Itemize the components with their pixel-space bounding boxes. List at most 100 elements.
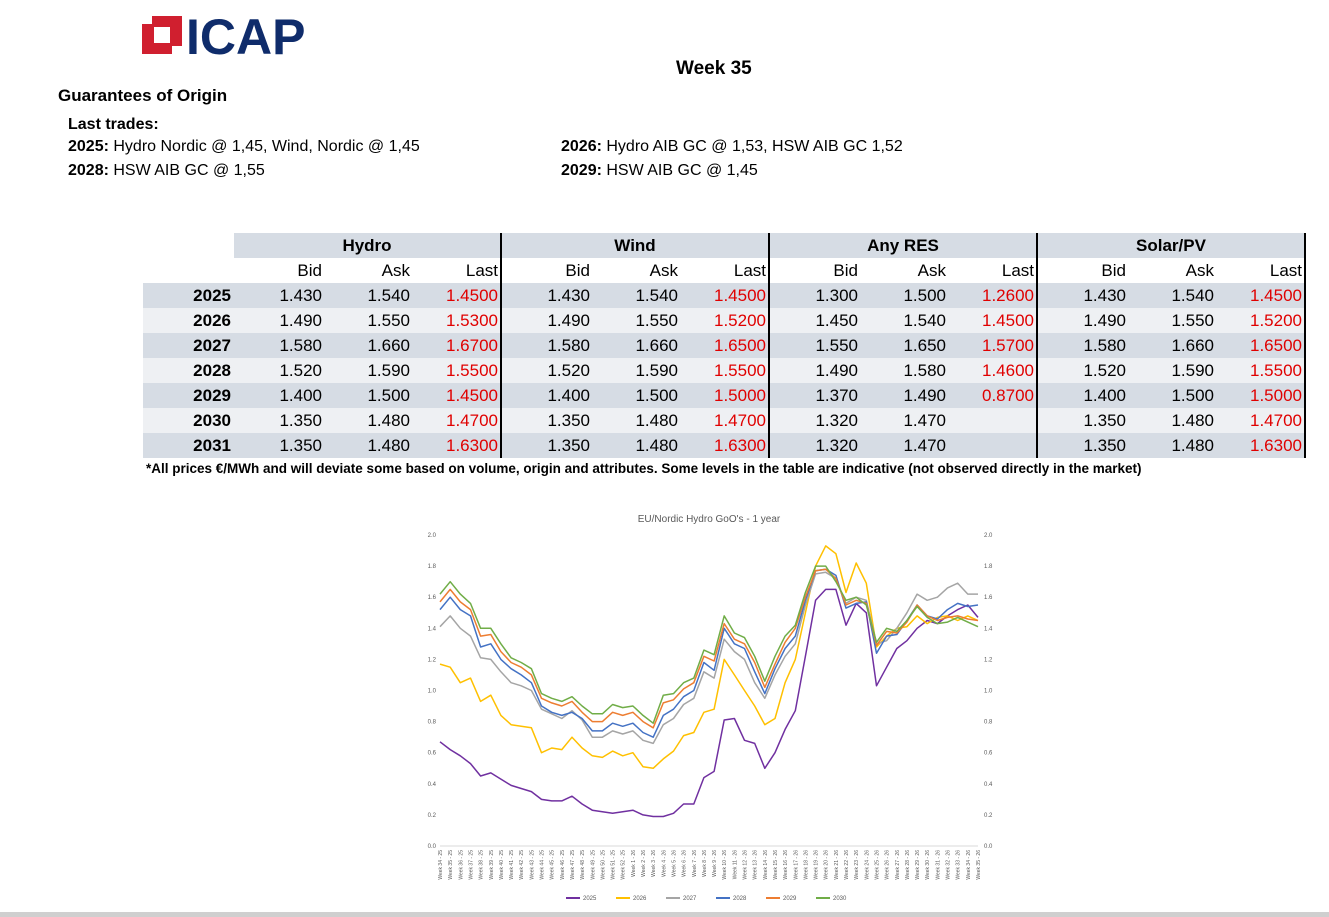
cell-last: 1.4500 <box>946 308 1038 333</box>
x-tick-label: Week 46 - 25 <box>560 850 566 880</box>
cell-last: 1.4700 <box>410 408 502 433</box>
cell-last: 1.5500 <box>1214 358 1306 383</box>
cell-bid: 1.520 <box>501 358 590 383</box>
cell-bid: 1.320 <box>769 433 858 458</box>
x-tick-label: Week 34 - 25 <box>438 850 444 880</box>
table-row: 2030 1.350 1.480 1.4700 1.350 1.480 1.4700 1.32… <box>143 408 1306 433</box>
trade-year: 2028: <box>68 162 109 179</box>
cell-bid: 1.490 <box>769 358 858 383</box>
x-tick-label: Week 35 - 25 <box>448 850 454 880</box>
x-tick-label: Week 23 - 26 <box>854 850 860 880</box>
cell-ask: 1.590 <box>322 358 410 383</box>
trade-text: HSW AIB GC @ 1,45 <box>601 162 758 179</box>
y-tick-label-right: 0.0 <box>984 844 993 850</box>
y-tick-label-left: 0.2 <box>428 813 437 819</box>
subheader-ask: Ask <box>858 258 946 283</box>
row-year: 2026 <box>143 308 234 333</box>
icap-logo-mark-icon <box>142 16 182 54</box>
x-tick-label: Week 28 - 26 <box>905 850 911 880</box>
row-year: 2029 <box>143 383 234 408</box>
x-tick-label: Week 37 - 25 <box>468 850 474 880</box>
cell-ask: 1.650 <box>858 333 946 358</box>
y-tick-label-right: 1.6 <box>984 595 993 601</box>
x-tick-label: Week 19 - 26 <box>814 850 820 880</box>
x-tick-label: Week 38 - 25 <box>479 850 485 880</box>
x-tick-label: Week 16 - 26 <box>783 850 789 880</box>
y-tick-label-right: 1.4 <box>984 626 993 632</box>
cell-last: 1.5000 <box>678 383 770 408</box>
series-line-2029 <box>439 568 979 729</box>
group-header-wind: Wind <box>501 233 770 258</box>
x-tick-label: Week 4 - 26 <box>661 850 667 877</box>
cell-last: 1.4600 <box>946 358 1038 383</box>
x-tick-label: Week 45 - 25 <box>550 850 556 880</box>
x-tick-label: Week 50 - 25 <box>600 850 606 880</box>
cell-bid: 1.350 <box>1037 433 1126 458</box>
table-row: 2029 1.400 1.500 1.4500 1.400 1.500 1.5000 1.37… <box>143 383 1306 408</box>
icap-logo: ICAP <box>138 9 343 74</box>
price-footnote: *All prices €/MWh and will deviate some … <box>146 461 1142 476</box>
cell-ask: 1.500 <box>858 283 946 308</box>
legend-label: 2025 <box>583 896 597 902</box>
y-tick-label-right: 0.2 <box>984 813 993 819</box>
subheader-last: Last <box>678 258 770 283</box>
x-tick-label: Week 22 - 26 <box>844 850 850 880</box>
x-tick-label: Week 9 - 26 <box>712 850 718 877</box>
last-trades-heading: Last trades: <box>68 116 159 133</box>
y-tick-label-right: 1.8 <box>984 564 993 570</box>
trade-year: 2026: <box>561 138 602 155</box>
cell-last <box>946 408 1038 433</box>
trade-year: 2025: <box>68 138 109 155</box>
cell-ask: 1.590 <box>1126 358 1214 383</box>
x-tick-label: Week 43 - 25 <box>529 850 535 880</box>
cell-ask: 1.500 <box>322 383 410 408</box>
subheader-ask: Ask <box>322 258 410 283</box>
x-tick-label: Week 10 - 26 <box>722 850 728 880</box>
x-tick-label: Week 35 - 26 <box>976 850 982 880</box>
x-tick-label: Week 20 - 26 <box>824 850 830 880</box>
cell-bid: 1.320 <box>769 408 858 433</box>
hydro-goo-line-chart: EU/Nordic Hydro GoO's - 1 year 0.0 0.0 0.2 0… <box>428 514 993 902</box>
cell-last: 1.4500 <box>1214 283 1306 308</box>
series-line-2027 <box>439 571 978 745</box>
y-tick-label-right: 0.4 <box>984 782 993 788</box>
cell-last: 1.5200 <box>678 308 770 333</box>
trade-line-2029: 2029: HSW AIB GC @ 1,45 <box>561 162 758 180</box>
trade-text: HSW AIB GC @ 1,55 <box>108 162 265 179</box>
y-tick-label-left: 1.2 <box>428 657 437 663</box>
subheader-last: Last <box>946 258 1038 283</box>
cell-ask: 1.540 <box>1126 283 1214 308</box>
cell-bid: 1.490 <box>1037 308 1126 333</box>
trade-year: 2029: <box>561 162 602 179</box>
price-table: Hydro Wind Any RES Solar/PV Bid Ask Last… <box>143 233 1306 458</box>
cell-bid: 1.520 <box>234 358 322 383</box>
legend-label: 2030 <box>833 896 847 902</box>
x-tick-label: Week 8 - 26 <box>702 850 708 877</box>
y-tick-label-left: 2.0 <box>428 533 437 539</box>
cell-bid: 1.350 <box>501 433 590 458</box>
cell-bid: 1.580 <box>234 333 322 358</box>
x-tick-label: Week 24 - 26 <box>864 850 870 880</box>
subheader-bid: Bid <box>234 258 322 283</box>
y-tick-label-left: 0.6 <box>428 751 437 757</box>
legend-label: 2029 <box>783 896 797 902</box>
cell-last: 1.5500 <box>410 358 502 383</box>
table-row: 2026 1.490 1.550 1.5300 1.490 1.550 1.5200 1.45… <box>143 308 1306 333</box>
y-tick-label-right: 0.8 <box>984 720 993 726</box>
cell-bid: 1.450 <box>769 308 858 333</box>
x-tick-label: Week 21 - 26 <box>834 850 840 880</box>
table-row: 2025 1.430 1.540 1.4500 1.430 1.540 1.4500 1.30… <box>143 283 1306 308</box>
trade-line-2028: 2028: HSW AIB GC @ 1,55 <box>68 162 265 180</box>
cell-bid: 1.580 <box>1037 333 1126 358</box>
x-tick-label: Week 1 - 26 <box>631 850 637 877</box>
x-tick-label: Week 44 - 25 <box>540 850 546 880</box>
cell-last <box>946 433 1038 458</box>
table-row: 2028 1.520 1.590 1.5500 1.520 1.590 1.5500 1.49… <box>143 358 1306 383</box>
y-tick-label-left: 0.4 <box>428 782 437 788</box>
group-header-any-res: Any RES <box>769 233 1038 258</box>
x-tick-label: Week 48 - 25 <box>580 850 586 880</box>
x-tick-label: Week 2 - 26 <box>641 850 647 877</box>
cell-last: 1.4700 <box>1214 408 1306 433</box>
cell-ask: 1.480 <box>322 433 410 458</box>
cell-ask: 1.660 <box>1126 333 1214 358</box>
